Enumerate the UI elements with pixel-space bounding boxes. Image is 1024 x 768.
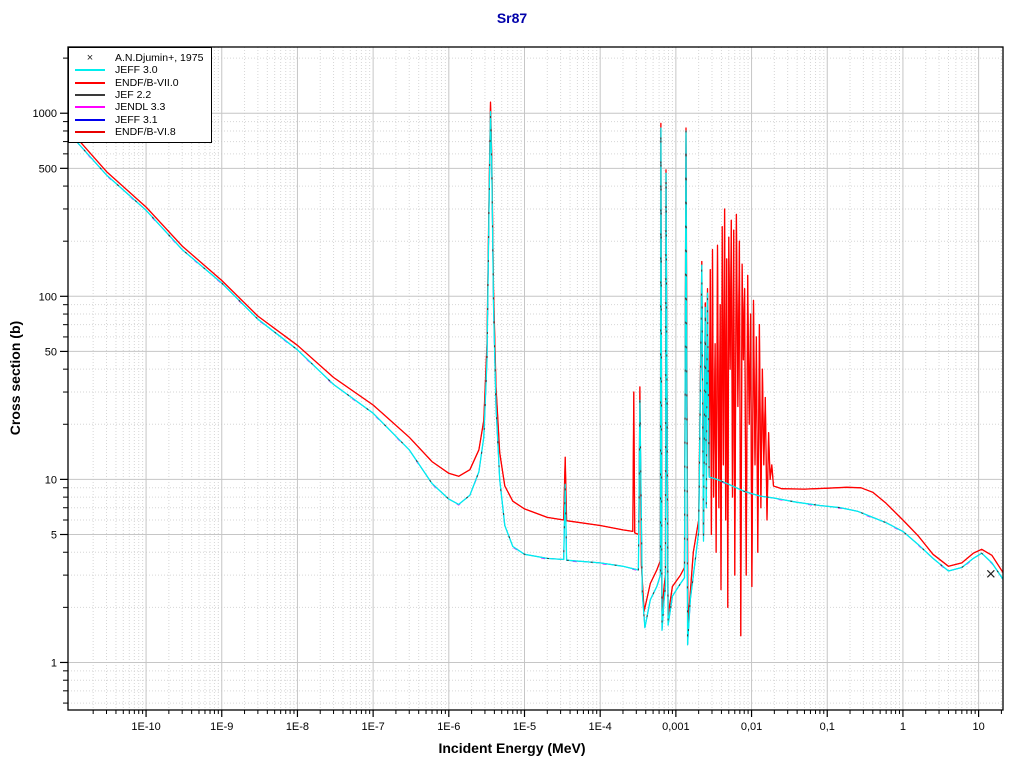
legend-entry-label: A.N.Djumin+, 1975 bbox=[115, 52, 204, 65]
legend-entry: × A.N.Djumin+, 1975 bbox=[73, 52, 204, 65]
y-tick-label: 1000 bbox=[33, 108, 57, 120]
x-tick-label: 1 bbox=[900, 721, 906, 733]
x-marker-icon: × bbox=[86, 52, 94, 65]
gridlines bbox=[68, 47, 1003, 710]
legend-line-icon bbox=[73, 69, 107, 72]
x-tick-label: 1E-9 bbox=[210, 721, 233, 733]
y-tick-label: 1 bbox=[51, 657, 57, 669]
legend-entry: JEFF 3.1 bbox=[73, 113, 203, 126]
series-jeff-3-0 bbox=[67, 111, 1004, 646]
x-tick-label: 10 bbox=[972, 721, 984, 733]
x-tick-label: 0,1 bbox=[820, 721, 835, 733]
x-tick-label: 1E-10 bbox=[131, 721, 160, 733]
legend-entry-label: JENDL 3.3 bbox=[115, 101, 166, 114]
axis-ticks: 1E-10 1E-9 1E-8 1E-7 1E-6 1E-5 1E-4 0,001 0,01 0,… bbox=[33, 57, 1002, 733]
legend-entry: JEF 2.2 bbox=[73, 89, 203, 101]
y-tick-label: 50 bbox=[45, 346, 57, 358]
x-tick-label: 1E-6 bbox=[437, 721, 460, 733]
x-axis-label: Incident Energy (MeV) bbox=[438, 740, 586, 756]
legend-entry-label: ENDF/B-VI.8 bbox=[115, 125, 176, 138]
legend-line-icon bbox=[73, 81, 107, 84]
y-tick-label: 5 bbox=[51, 529, 57, 541]
legend: × A.N.Djumin+, 1975 JEFF 3.0 ENDF/B-VII.0 JE… bbox=[68, 47, 213, 144]
legend-entry: JEFF 3.0 bbox=[73, 64, 203, 76]
legend-entry: JENDL 3.3 bbox=[73, 101, 203, 113]
legend-entry: ENDF/B-VII.0 bbox=[73, 77, 203, 89]
plot-frame bbox=[67, 46, 1004, 711]
y-tick-label: 500 bbox=[39, 163, 57, 175]
x-tick-label: 1E-8 bbox=[286, 721, 309, 733]
legend-entry-label: JEFF 3.1 bbox=[115, 113, 158, 126]
y-tick-label: 10 bbox=[45, 474, 57, 486]
x-tick-label: 0,001 bbox=[662, 721, 690, 733]
legend-entry-label: ENDF/B-VII.0 bbox=[115, 76, 179, 89]
data-series bbox=[67, 101, 1004, 646]
legend-line-icon bbox=[73, 106, 107, 109]
series-jef-2-2 bbox=[67, 111, 1004, 646]
legend-entry-label: JEFF 3.0 bbox=[115, 64, 158, 77]
x-tick-label: 0,01 bbox=[741, 721, 762, 733]
y-tick-label: 100 bbox=[39, 291, 57, 303]
y-axis-label: Cross section (b) bbox=[7, 320, 23, 436]
page-title: Sr87 bbox=[496, 10, 528, 26]
series-jeff-3-1 bbox=[67, 111, 1004, 646]
data-point-marker bbox=[986, 569, 995, 578]
legend-line-icon bbox=[73, 130, 107, 133]
series-jendl-3-3 bbox=[67, 111, 1004, 646]
legend-entry: ENDF/B-VI.8 bbox=[73, 126, 203, 138]
x-tick-label: 1E-4 bbox=[589, 721, 612, 733]
legend-line-icon bbox=[73, 118, 107, 121]
legend-entry-label: JEF 2.2 bbox=[115, 89, 152, 102]
x-tick-label: 1E-5 bbox=[513, 721, 536, 733]
x-tick-label: 1E-7 bbox=[362, 721, 385, 733]
legend-line-icon bbox=[73, 94, 107, 97]
